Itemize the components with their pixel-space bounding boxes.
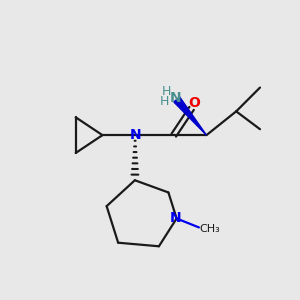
Text: CH₃: CH₃ <box>199 224 220 234</box>
Text: N: N <box>170 211 182 225</box>
Text: N: N <box>169 91 181 105</box>
Text: O: O <box>189 96 200 110</box>
Text: H: H <box>162 85 171 98</box>
Text: H: H <box>160 95 169 108</box>
Polygon shape <box>174 97 206 135</box>
Text: N: N <box>129 128 141 142</box>
